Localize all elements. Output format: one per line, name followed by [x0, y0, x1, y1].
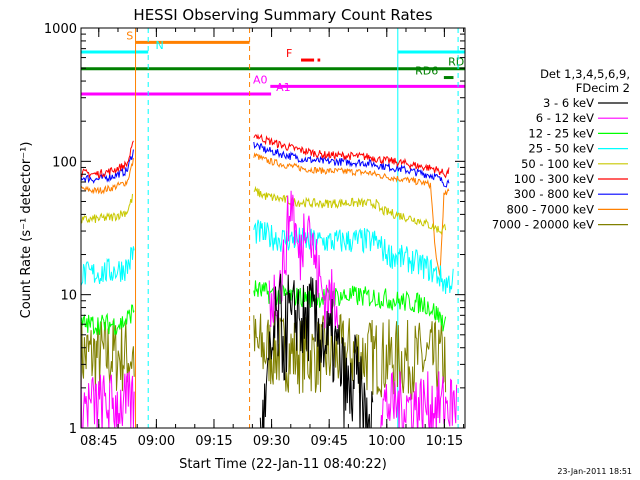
x-axis-label: Start Time (22-Jan-11 08:40:22): [179, 457, 387, 472]
flag-label-n: N: [155, 39, 163, 52]
series-line-300-800-kev: [81, 149, 134, 184]
legend-header-line: FDecim 2: [576, 81, 630, 95]
y-tick-label: 1000: [44, 22, 77, 37]
legend-entry-7000-20000-kev: 7000 - 20000 keV: [492, 218, 594, 232]
legend-entry-25-50-kev: 25 - 50 keV: [528, 142, 594, 156]
legend-header-line: Det 1,3,4,5,6,9,: [540, 67, 630, 81]
legend-entry-3-6-kev: 3 - 6 keV: [543, 96, 594, 110]
y-tick-label: 10: [60, 289, 77, 304]
series-line-800-7000-kev: [81, 157, 134, 195]
x-tick-label: 10:15: [426, 434, 463, 449]
series-line-50-100-kev: [253, 185, 447, 235]
flag-label-a0: A0: [253, 73, 268, 86]
x-tick-label: 09:45: [310, 434, 347, 449]
series-line-25-50-kev: [81, 246, 135, 286]
plot-area: S N F RD0 RD6 A0 A1: [81, 28, 471, 428]
series-line-6-12-kev: [81, 371, 135, 428]
x-tick-label: 09:00: [138, 434, 175, 449]
flag-label-a1: A1: [276, 81, 291, 94]
series-line-12-25-kev: [81, 304, 135, 336]
flag-label-rd0: RD0: [448, 56, 471, 69]
x-tick-label: 09:30: [253, 434, 290, 449]
chart-title: HESSI Observing Summary Count Rates: [133, 6, 432, 24]
x-tick-label: 10:00: [368, 434, 405, 449]
series-line-300-800-kev: [253, 141, 450, 188]
legend-entry-6-12-kev: 6 - 12 keV: [536, 111, 594, 125]
legend-entry-300-800-kev: 300 - 800 keV: [514, 187, 594, 201]
timestamp: 23-Jan-2011 18:51: [557, 467, 632, 476]
series-line-7000-20000-kev: [81, 320, 135, 396]
series-line-100-300-kev: [253, 133, 450, 179]
legend-entry-100-300-kev: 100 - 300 keV: [514, 172, 594, 186]
series-line-12-25-kev: [253, 280, 447, 332]
legend-entry-50-100-kev: 50 - 100 keV: [521, 157, 594, 171]
series-line-7000-20000-kev: [253, 311, 447, 400]
y-axis: 1 10 100 1000: [44, 22, 465, 437]
flag-label-f: F: [286, 47, 292, 60]
series-line-50-100-kev: [81, 193, 133, 224]
x-tick-label: 09:15: [195, 434, 232, 449]
x-axis: 08:45 09:00 09:15 09:30 09:45 10:00 10:15: [80, 28, 465, 449]
series-line-3-6-kev: [259, 273, 374, 428]
x-tick-label: 08:45: [80, 434, 117, 449]
series-line-800-7000-kev: [253, 152, 450, 276]
flag-label-s: S: [126, 29, 133, 42]
legend-entry-12-25-kev: 12 - 25 keV: [528, 126, 594, 140]
y-tick-label: 1: [69, 422, 77, 437]
flag-label-rd6: RD6: [415, 65, 438, 78]
legend-entry-800-7000-kev: 800 - 7000 keV: [506, 202, 594, 216]
plot-frame: [80, 27, 466, 429]
y-axis-label: Count Rate (s⁻¹ detector⁻¹): [19, 142, 34, 319]
series-line-100-300-kev: [81, 140, 134, 179]
y-tick-label: 100: [52, 155, 77, 170]
